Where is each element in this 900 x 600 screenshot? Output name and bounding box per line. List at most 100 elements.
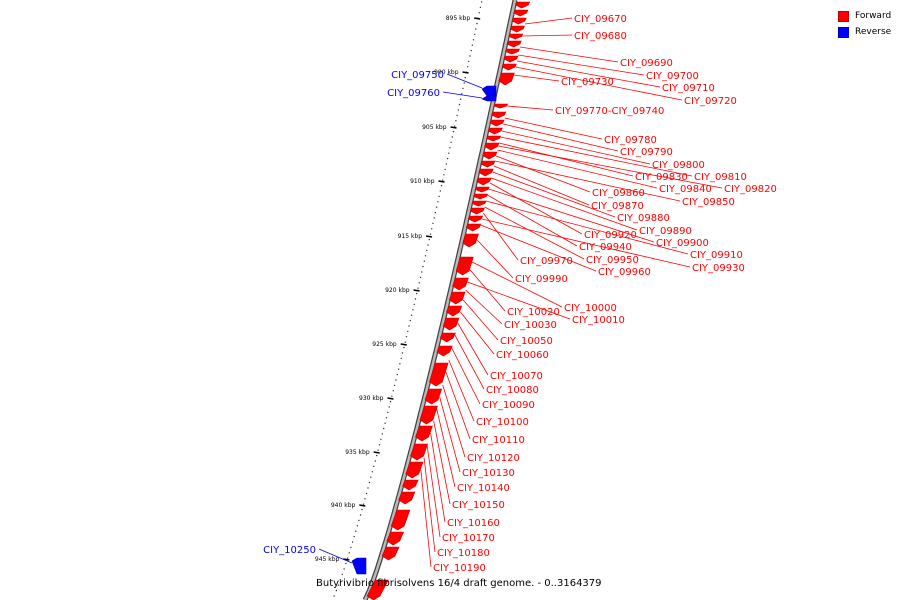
forward-gene — [452, 277, 469, 291]
ruler-dot — [421, 271, 423, 273]
ruler-tick-label: 915 kbp — [398, 233, 423, 240]
forward-gene-label: CIY_10000 — [564, 303, 617, 314]
ruler-dot — [364, 498, 366, 500]
ruler-dot — [348, 552, 350, 554]
forward-leader-line — [448, 359, 475, 422]
legend-forward-label: Forward — [855, 11, 892, 21]
ruler-dot — [365, 492, 368, 495]
forward-gene-label: CIY_10160 — [447, 518, 500, 529]
legend-reverse: Reverse — [838, 25, 898, 39]
forward-leader-line — [507, 105, 554, 111]
ruler-dot — [359, 514, 362, 516]
ruler-dot — [399, 363, 401, 365]
ruler-dot — [335, 589, 338, 592]
ruler-dot — [448, 152, 450, 154]
forward-leader-line — [423, 457, 436, 553]
forward-leader-line — [497, 149, 658, 189]
forward-leader-line — [522, 34, 573, 37]
ruler-dot — [383, 427, 385, 430]
forward-gene-label: CIY_09670 — [574, 14, 627, 25]
ruler-dot — [462, 87, 464, 90]
forward-leader-line — [476, 239, 514, 279]
ruler-dot — [407, 330, 409, 333]
ruler-dot — [468, 60, 470, 63]
ruler-dot — [418, 282, 420, 284]
ruler-dot — [445, 163, 447, 165]
forward-leader-line — [469, 269, 506, 312]
ruler-tick-label: 900 kbp — [434, 69, 459, 76]
forward-gene-label: CIY_09730 — [561, 77, 614, 88]
ruler-major-tick — [450, 126, 457, 129]
forward-leader-line — [451, 347, 481, 405]
forward-gene — [509, 25, 525, 33]
forward-gene — [381, 546, 400, 561]
ruler-dot — [457, 109, 459, 111]
ruler-dot — [417, 287, 419, 289]
forward-gene — [498, 72, 515, 86]
ruler-dot — [392, 390, 394, 392]
forward-gene-label: CIY_09940 — [579, 242, 632, 253]
forward-gene-label: CIY_10030 — [504, 320, 557, 331]
forward-gene — [473, 193, 489, 200]
ruler-dot — [458, 103, 461, 106]
ruler-dot — [373, 465, 375, 468]
ruler-dot — [343, 568, 345, 570]
ruler-dot — [470, 49, 472, 52]
forward-gene-label: CIY_09770-CIY_09740 — [555, 106, 664, 117]
forward-gene-label: CIY_10110 — [472, 435, 525, 446]
ruler-dot — [412, 309, 414, 311]
forward-gene — [405, 461, 424, 479]
ruler-dot — [355, 530, 357, 532]
forward-gene — [513, 9, 529, 17]
ruler-dot — [444, 168, 446, 171]
ruler-dot — [368, 481, 371, 484]
reverse-swatch — [838, 26, 849, 38]
ruler-dot — [426, 249, 428, 252]
ruler-major-tick — [359, 504, 366, 507]
forward-leader-line — [454, 334, 485, 390]
ruler-dot — [419, 276, 422, 279]
ruler-major-tick — [373, 451, 380, 454]
forward-gene — [419, 405, 438, 425]
forward-gene-label: CIY_10170 — [442, 533, 495, 544]
forward-leader-line — [442, 384, 466, 458]
ruler-dot — [459, 98, 462, 100]
ruler-dot — [337, 584, 340, 586]
ruler-dot — [371, 471, 374, 473]
forward-gene — [424, 388, 443, 405]
forward-gene-label: CIY_09970 — [520, 256, 573, 267]
gene-labels: CIY_09670CIY_09680CIY_09690CIY_09700CIY_… — [263, 14, 777, 574]
ruler-dot — [361, 508, 363, 511]
ruler-dot — [400, 357, 402, 360]
forward-leader-line — [426, 445, 441, 538]
ruler-dot — [350, 546, 352, 549]
forward-gene — [489, 119, 505, 127]
forward-gene-label: CIY_09810 — [694, 172, 747, 183]
forward-gene-label: CIY_10020 — [507, 307, 560, 318]
forward-gene — [442, 317, 460, 331]
forward-gene — [476, 177, 492, 186]
ruler-dot — [339, 579, 342, 581]
ruler-dot — [454, 125, 456, 127]
forward-leader-line — [485, 200, 689, 255]
forward-gene-label: CIY_09910 — [690, 250, 743, 261]
ruler-tick-label: 905 kbp — [422, 124, 447, 131]
legend-reverse-label: Reverse — [855, 27, 892, 37]
ruler-dot — [395, 379, 397, 381]
forward-gene-label: CIY_09920 — [584, 230, 637, 241]
forward-gene — [491, 111, 507, 119]
forward-leader-line — [484, 206, 585, 260]
forward-gene-label: CIY_09780 — [604, 135, 657, 146]
ruler-major-tick — [474, 17, 481, 20]
forward-gene-label: CIY_10100 — [476, 417, 529, 428]
forward-leader-line — [498, 145, 723, 189]
ruler-dot — [464, 76, 466, 79]
ruler-dot — [414, 298, 417, 300]
ruler-dot — [434, 211, 437, 214]
forward-swatch — [838, 10, 849, 22]
forward-gene-label: CIY_09900 — [656, 238, 709, 249]
ruler-dot — [409, 319, 411, 322]
reverse-leader-line — [318, 548, 353, 564]
forward-gene — [486, 135, 502, 142]
ruler-dot — [333, 595, 335, 597]
